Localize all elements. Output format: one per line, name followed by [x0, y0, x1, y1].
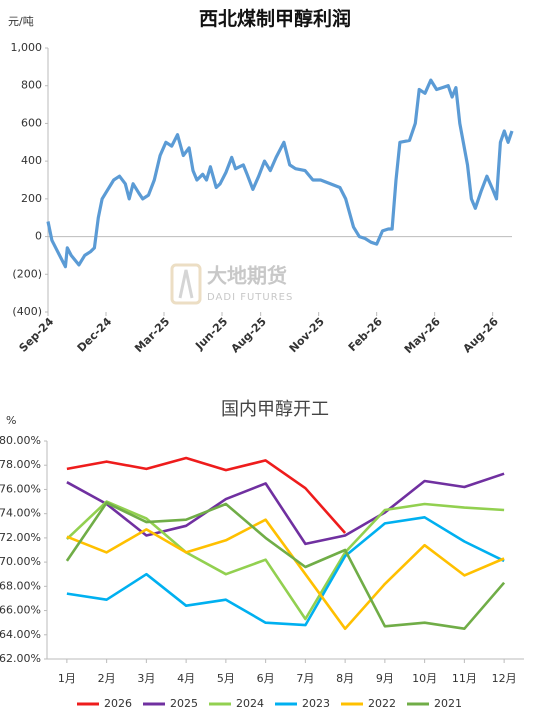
y-tick-label: 78.00% [0, 458, 41, 471]
y-tick-label: 800 [21, 79, 42, 92]
x-tick-label: Aug-25 [229, 315, 269, 355]
y-tick-label: 76.00% [0, 482, 41, 495]
x-tick-label: 9月 [376, 672, 394, 685]
x-tick-label: May-26 [402, 315, 443, 356]
y-tick-label: 72.00% [0, 531, 41, 544]
legend-label: 2021 [434, 697, 462, 710]
y-tick-label: (200) [12, 267, 42, 280]
watermark-sub: DADI FUTURES [207, 292, 293, 303]
x-tick-label: Jun-25 [192, 315, 230, 353]
y-axis-label: % [6, 414, 16, 427]
legend-label: 2024 [236, 697, 264, 710]
line-series [66, 500, 505, 621]
x-tick-label: 5月 [217, 672, 235, 685]
y-tick-label: 74.00% [0, 507, 41, 520]
x-tick-label: Dec-24 [75, 315, 115, 355]
line-series [66, 518, 505, 630]
x-tick-label: 6月 [257, 672, 275, 685]
y-tick-label: 400 [21, 154, 42, 167]
x-tick-label: Mar-25 [132, 315, 172, 355]
legend-label: 2023 [302, 697, 330, 710]
x-tick-label: 4月 [177, 672, 195, 685]
line-series [65, 501, 506, 630]
x-tick-label: Aug-26 [461, 315, 502, 356]
y-tick-label: 68.00% [0, 579, 41, 592]
y-tick-label: 66.00% [0, 604, 41, 617]
x-tick-label: Feb-26 [346, 315, 385, 354]
chart-title: 西北煤制甲醇利润 [199, 7, 351, 30]
legend-label: 2025 [170, 697, 198, 710]
y-tick-label: 200 [21, 192, 42, 205]
watermark: 大地期货 [207, 264, 287, 288]
line-series [66, 472, 505, 546]
chart-title: 国内甲醇开工 [221, 399, 329, 420]
x-tick-label: 2月 [98, 672, 116, 685]
x-tick-label: 7月 [296, 672, 314, 685]
x-tick-label: 10月 [412, 672, 437, 685]
x-tick-label: 3月 [137, 672, 155, 685]
y-axis-label: 元/吨 [8, 15, 34, 28]
line-series [66, 456, 347, 534]
legend-label: 2026 [104, 697, 132, 710]
x-tick-label: Sep-24 [17, 315, 57, 355]
x-tick-label: Nov-25 [287, 315, 327, 355]
y-tick-label: 64.00% [0, 628, 41, 641]
y-tick-label: 0 [35, 230, 42, 243]
x-tick-label: 8月 [336, 672, 354, 685]
x-tick-label: 12月 [492, 672, 517, 685]
x-tick-label: 11月 [452, 672, 477, 685]
y-tick-label: 600 [21, 116, 42, 129]
watermark-logo [170, 263, 202, 305]
legend-label: 2022 [368, 697, 396, 710]
line-series [46, 78, 514, 269]
y-tick-label: 80.00% [0, 434, 41, 447]
x-tick-label: 1月 [58, 672, 76, 685]
y-tick-label: 62.00% [0, 652, 41, 665]
y-tick-label: (400) [12, 305, 42, 318]
y-tick-label: 70.00% [0, 555, 41, 568]
line-series [66, 516, 505, 627]
y-tick-label: 1,000 [11, 41, 43, 54]
